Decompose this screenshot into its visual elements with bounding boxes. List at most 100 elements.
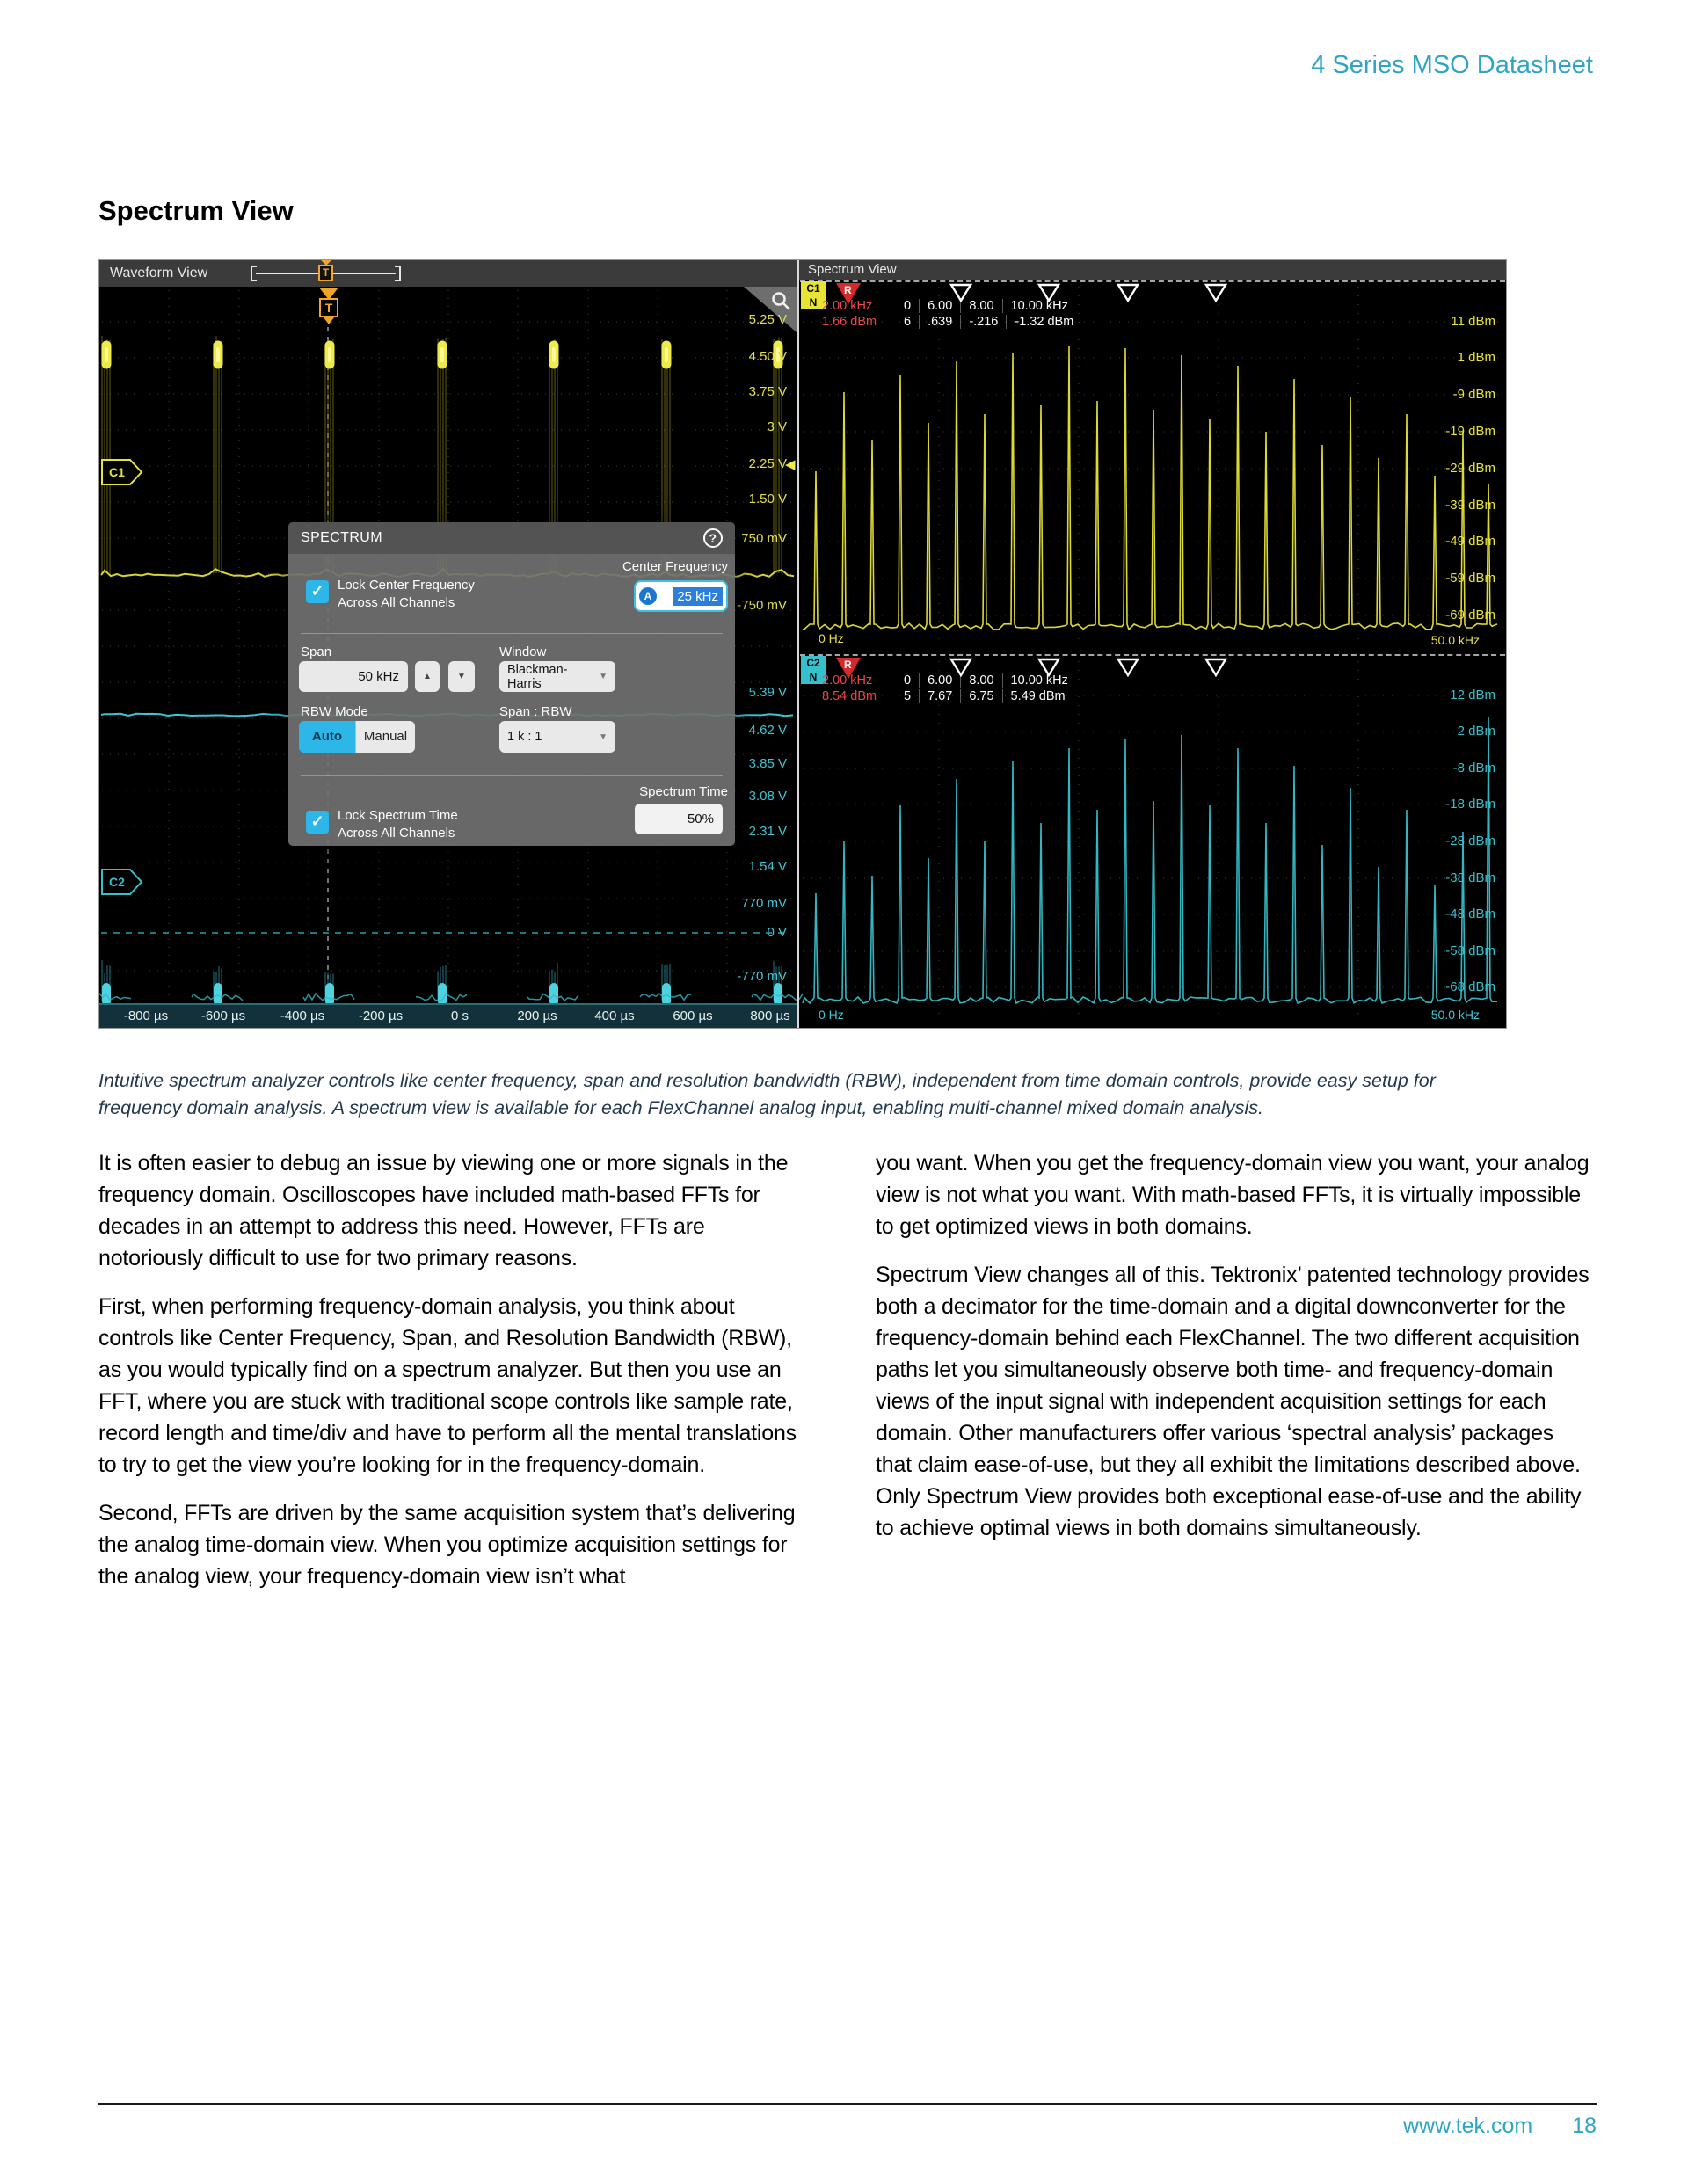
marker-value: 6 (904, 315, 912, 329)
peak-marker-icon (1204, 658, 1228, 678)
ref-marker-ampl: 1.66 dBm (822, 315, 877, 329)
channel1-level-arrow-icon[interactable]: ◀ (785, 457, 796, 472)
span-increase-button[interactable]: ▲ (415, 661, 440, 692)
body-column-right: you want. When you get the frequency-dom… (876, 1147, 1595, 1561)
marker-value: .639 (919, 315, 960, 329)
reference-marker-icon (836, 283, 861, 304)
channel-badge-c1[interactable]: C1 (101, 459, 143, 485)
spectrum1-freq-start-label: 0 Hz (819, 631, 844, 645)
time-label: -200 µs (358, 1008, 404, 1023)
dbm-label: -9 dBm (1452, 387, 1495, 402)
spectrum2-marker-readout: 2.00 kHz 0 6.00 8.00 10.00 kHz 8.54 dBm 5 7.… (822, 673, 1076, 705)
dialog-divider (301, 775, 723, 776)
spectrum-channel-badge-c2[interactable]: C2 N (801, 656, 826, 684)
marker-freq-values: 0 6.00 8.00 10.00 kHz (896, 299, 1076, 313)
badge-channel-label: C2 (801, 656, 826, 670)
spectrum-time-label: Spectrum Time (639, 784, 728, 799)
trigger-marker[interactable]: T (318, 288, 339, 324)
span-label: Span (301, 644, 332, 659)
spectrum2-freq-end-label: 50.0 kHz (1430, 1008, 1480, 1022)
acquisition-minimap[interactable]: T (251, 260, 401, 283)
dbm-label: -38 dBm (1445, 870, 1495, 885)
voltage-label-ch2: 4.62 V (748, 723, 787, 738)
spectrum2-freq-start-label: 0 Hz (819, 1008, 844, 1022)
figure-caption: Intuitive spectrum analyzer controls lik… (98, 1069, 1436, 1118)
lock-spectrum-time-checkbox[interactable]: ✓ (306, 811, 329, 834)
multipurpose-a-icon: A (639, 587, 657, 605)
rbw-mode-toggle: Auto Manual (299, 721, 415, 753)
minimap-right-bracket[interactable] (395, 266, 401, 281)
dbm-label: -19 dBm (1445, 424, 1495, 439)
minimap-left-bracket[interactable] (251, 266, 257, 281)
dbm-label: -8 dBm (1452, 761, 1495, 775)
channel-badge-c2[interactable]: C2 (101, 869, 143, 895)
spectrum-panel2-top-border (800, 654, 1505, 656)
dbm-label: -68 dBm (1445, 979, 1495, 994)
voltage-label-ch1: 1.50 V (748, 491, 787, 506)
peak-marker-icon (1116, 283, 1140, 303)
minimap-trigger-tick-icon (321, 260, 331, 266)
span-rbw-dropdown[interactable]: 1 k : 1 ▼ (499, 721, 615, 753)
trigger-arrow-icon (319, 288, 338, 300)
peak-marker-icon (949, 283, 973, 303)
page-header: 4 Series MSO Datasheet (1311, 51, 1593, 79)
marker-ampl-values: 5 7.67 6.75 5.49 dBm (896, 689, 1073, 703)
dbm-label: -28 dBm (1445, 834, 1495, 848)
body-column-left: It is often easier to debug an issue by … (98, 1147, 802, 1609)
rbw-manual-button[interactable]: Manual (355, 721, 415, 753)
marker-ampl-values: 6 .639 -.216 -1.32 dBm (896, 315, 1081, 329)
svg-text:R: R (844, 659, 852, 671)
spectrum-channel-badge-c1[interactable]: C1 N (801, 281, 826, 309)
marker-value: 6.00 (919, 299, 960, 313)
marker-value: 7.67 (919, 689, 960, 703)
page-number: 18 (1572, 2114, 1597, 2138)
badge-channel-label: C1 (801, 281, 826, 295)
paragraph: First, when performing frequency-domain … (98, 1294, 797, 1477)
ref-marker-ampl: 8.54 dBm (822, 689, 877, 703)
paragraph: Second, FFTs are driven by the same acqu… (98, 1501, 796, 1589)
lock-spectrum-time-label: Lock Spectrum Time Across All Channels (338, 808, 458, 841)
help-icon[interactable]: ? (703, 528, 723, 548)
time-label: -400 µs (280, 1008, 325, 1023)
window-label: Window (499, 644, 547, 659)
dbm-label: 11 dBm (1451, 314, 1495, 329)
span-input[interactable]: 50 kHz (299, 661, 408, 692)
voltage-label-ch2: 0 V (767, 925, 787, 940)
section-title: Spectrum View (98, 195, 294, 226)
dbm-label: -29 dBm (1445, 461, 1495, 476)
dialog-titlebar[interactable]: SPECTRUM ? (288, 522, 735, 554)
voltage-label-ch1: 5.25 V (748, 312, 787, 327)
peak-marker-icon (1037, 283, 1061, 303)
marker-value: 10.00 kHz (1001, 673, 1076, 688)
voltage-label-ch1: 750 mV (741, 531, 787, 546)
lock-center-frequency-checkbox[interactable]: ✓ (306, 580, 329, 603)
dbm-label: -49 dBm (1445, 534, 1495, 549)
center-frequency-input[interactable]: A 25 kHz (634, 580, 728, 612)
minimap-trigger-handle[interactable]: T (318, 265, 333, 281)
ref-marker-freq: 2.00 kHz (822, 673, 873, 688)
spectrum1-marker-readout: 2.00 kHz 0 6.00 8.00 10.00 kHz 1.66 dBm 6 .6… (822, 299, 1081, 331)
peak-marker-icon (1116, 658, 1140, 678)
spectrum-pane-title: Spectrum View (808, 262, 897, 277)
spectrum-time-input[interactable]: 50% (635, 804, 723, 834)
ref-marker-freq: 2.00 kHz (822, 299, 873, 313)
voltage-label-ch1: 3.75 V (748, 384, 787, 399)
svg-text:C1: C1 (109, 465, 125, 479)
marker-value: 8.00 (960, 673, 1001, 688)
span-rbw-label: Span : RBW (499, 704, 572, 719)
span-decrease-button[interactable]: ▼ (448, 661, 475, 692)
marker-value: 0 (904, 673, 912, 688)
window-value: Blackman-Harris (507, 662, 568, 691)
window-dropdown[interactable]: Blackman-Harris ▼ (499, 661, 615, 692)
span-rbw-value: 1 k : 1 (507, 730, 542, 744)
paragraph: It is often easier to debug an issue by … (98, 1151, 789, 1270)
footer-url[interactable]: www.tek.com (1402, 2114, 1533, 2138)
rbw-auto-button[interactable]: Auto (299, 721, 355, 753)
marker-value: 6.00 (919, 673, 960, 688)
time-label: 0 s (450, 1008, 469, 1023)
spectrum-panel1-top-border (800, 280, 1505, 282)
spectrum-pane-titlebar: Spectrum View (799, 260, 1506, 280)
trigger-tip-icon (324, 317, 334, 324)
peak-marker-icon (1037, 658, 1061, 678)
